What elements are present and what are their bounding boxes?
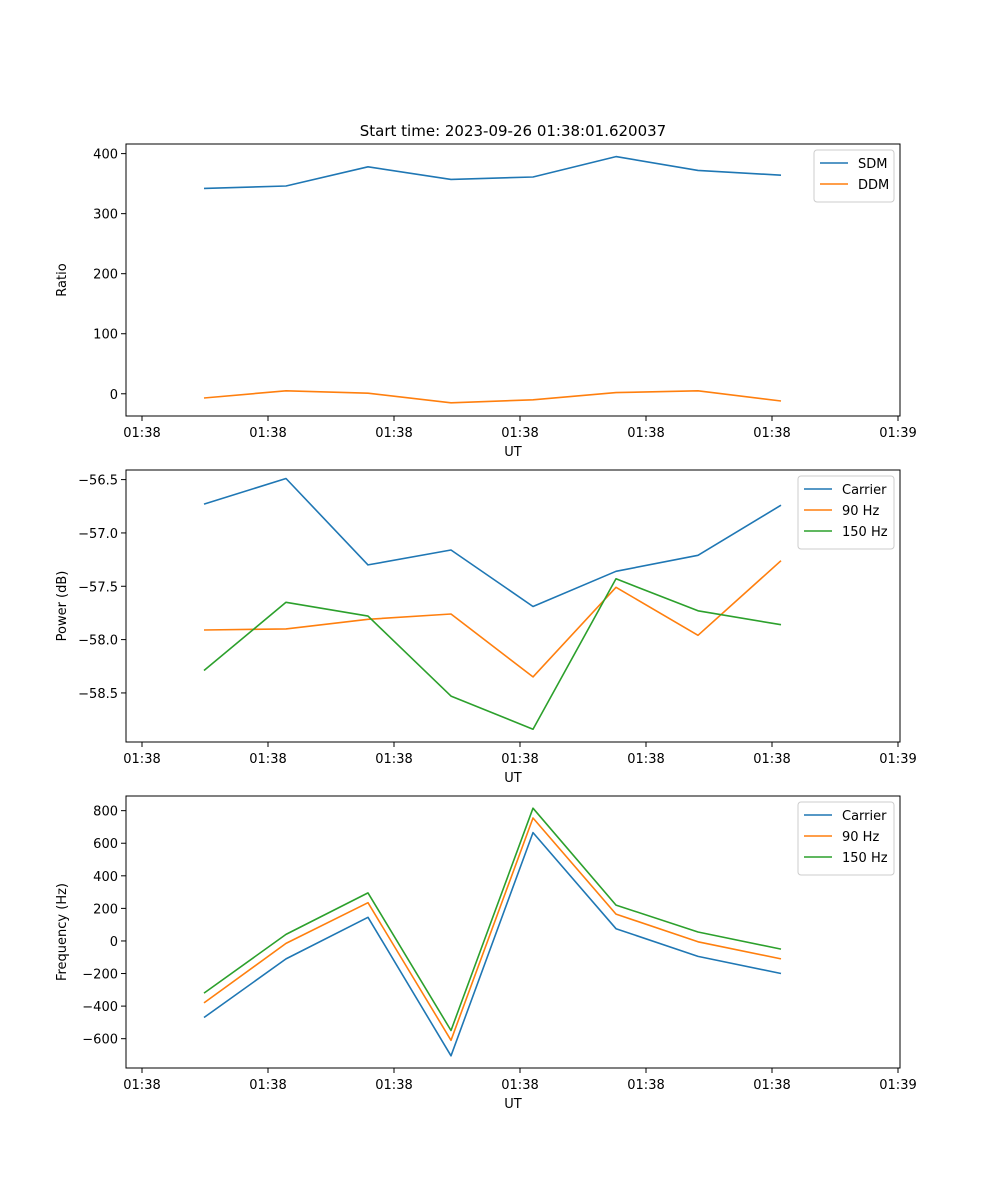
plot-frame (125, 143, 901, 417)
y-tick-label: −57.0 (78, 527, 118, 542)
y-tick-label: 100 (93, 328, 118, 343)
x-tick-label: 01:38 (501, 1078, 538, 1093)
y-tick-label: −58.5 (78, 687, 118, 702)
x-tick-label: 01:38 (123, 426, 160, 441)
y-tick-label: −600 (82, 1033, 118, 1048)
x-tick-label: 01:38 (627, 426, 664, 441)
x-tick-label: 01:38 (627, 752, 664, 767)
x-tick-label: 01:38 (249, 1078, 286, 1093)
y-tick-label: −200 (82, 968, 118, 983)
series-line-carrier (203, 831, 782, 1057)
y-tick-label: 200 (93, 902, 118, 917)
y-tick-label: −57.5 (78, 580, 118, 595)
x-tick-label: 01:38 (753, 426, 790, 441)
y-tick-label: −56.5 (78, 474, 118, 489)
x-axis-label: UT (504, 771, 522, 786)
chart-panel-2: 01:38 01:38 01:38 01:38 01:38 01:38 01:39 −58.5… (55, 469, 917, 786)
x-tick-label: 01:38 (123, 752, 160, 767)
legend: SDM DDM (813, 149, 895, 203)
series-line-150-hz (203, 577, 782, 731)
legend-label: SDM (858, 157, 887, 172)
y-tick-label: 400 (93, 870, 118, 885)
x-tick-label: 01:38 (375, 426, 412, 441)
chart-panel-1: 01:38 01:38 01:38 01:38 01:38 01:38 01:39 0 100 2… (55, 143, 917, 460)
y-axis-label: Frequency (Hz) (55, 883, 70, 981)
x-tick-label: 01:38 (501, 752, 538, 767)
x-tick-label: 01:38 (753, 752, 790, 767)
y-tick-label: 300 (93, 208, 118, 223)
y-tick-label: 200 (93, 268, 118, 283)
series-line-sdm (203, 155, 782, 190)
chart-panel-3: 01:38 01:38 01:38 01:38 01:38 01:38 01:39 −600 −… (55, 795, 917, 1112)
legend-label: 150 Hz (842, 525, 888, 540)
x-axis-label: UT (504, 1097, 522, 1112)
x-axis-label: UT (504, 445, 522, 460)
y-tick-label: −400 (82, 1000, 118, 1015)
series-line-150-hz (203, 807, 782, 1032)
x-tick-label: 01:39 (879, 426, 916, 441)
series-line-ddm (203, 389, 782, 404)
y-tick-label: −58.0 (78, 634, 118, 649)
plot-frame (125, 795, 901, 1069)
y-tick-label: 600 (93, 837, 118, 852)
y-axis-label: Ratio (55, 263, 70, 296)
legend: Carrier 90 Hz 150 Hz (797, 475, 895, 550)
legend-label: Carrier (842, 809, 887, 824)
x-tick-label: 01:38 (627, 1078, 664, 1093)
plot-frame (125, 469, 901, 743)
legend-label: 150 Hz (842, 851, 888, 866)
legend-label: 90 Hz (842, 830, 879, 845)
y-axis-label: Power (dB) (55, 571, 70, 642)
x-tick-label: 01:38 (123, 1078, 160, 1093)
series-line-90-hz (203, 817, 782, 1042)
series-line-90-hz (203, 560, 782, 678)
x-tick-label: 01:38 (501, 426, 538, 441)
x-tick-label: 01:38 (375, 1078, 412, 1093)
legend-label: Carrier (842, 483, 887, 498)
x-tick-label: 01:38 (753, 1078, 790, 1093)
legend: Carrier 90 Hz 150 Hz (797, 801, 895, 876)
x-tick-label: 01:39 (879, 1078, 916, 1093)
legend-label: 90 Hz (842, 504, 879, 519)
legend-label: DDM (858, 178, 889, 193)
y-tick-label: 800 (93, 805, 118, 820)
y-tick-label: 0 (110, 388, 118, 403)
x-tick-label: 01:38 (249, 426, 286, 441)
chart-title: Start time: 2023-09-26 01:38:01.620037 (360, 122, 666, 140)
y-tick-label: 0 (110, 935, 118, 950)
x-tick-label: 01:38 (375, 752, 412, 767)
series-line-carrier (203, 477, 782, 608)
x-tick-label: 01:39 (879, 752, 916, 767)
x-tick-label: 01:38 (249, 752, 286, 767)
y-tick-label: 400 (93, 148, 118, 163)
